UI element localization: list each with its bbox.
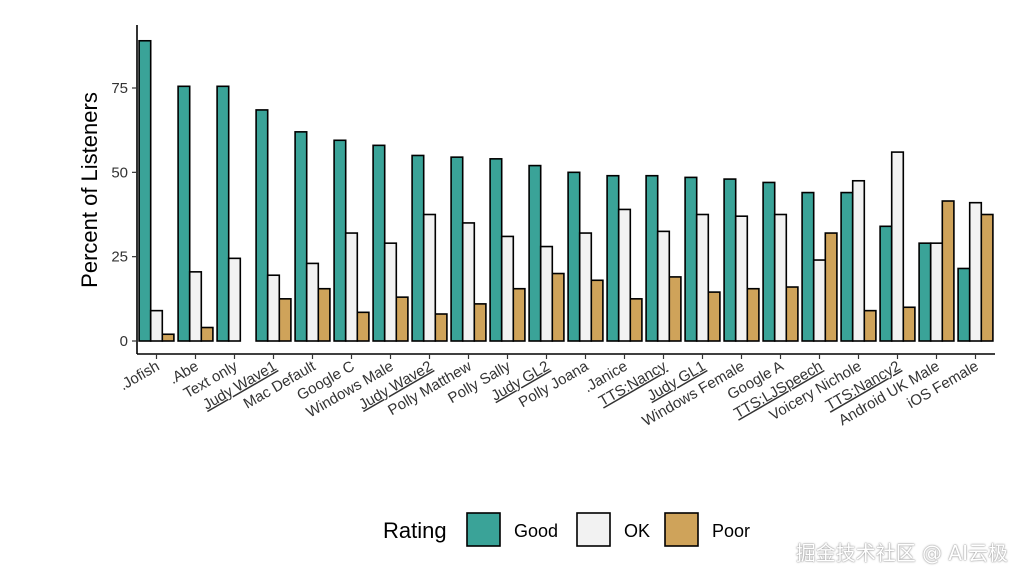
bar-poor-21 xyxy=(980,213,994,342)
bar-good-5 xyxy=(333,139,347,342)
bar-good-16 xyxy=(762,181,776,342)
bar-ok-7 xyxy=(422,213,437,342)
bar-ok-0 xyxy=(149,309,164,342)
legend: Rating Good OK Poor xyxy=(383,512,750,547)
bars xyxy=(138,39,994,342)
bar-good-15 xyxy=(723,178,737,342)
bar-poor-16 xyxy=(785,286,799,342)
bar-poor-9 xyxy=(512,287,526,342)
bar-good-13 xyxy=(645,174,659,342)
bar-good-10 xyxy=(528,164,542,342)
bar-ok-3 xyxy=(266,274,281,342)
bar-poor-14 xyxy=(707,291,721,342)
bar-ok-5 xyxy=(344,232,359,342)
bar-good-14 xyxy=(684,176,698,342)
bar-good-19 xyxy=(879,225,893,342)
legend-title: Rating xyxy=(383,518,447,543)
bar-good-17 xyxy=(801,191,815,342)
bar-good-18 xyxy=(840,191,854,342)
bar-poor-15 xyxy=(746,287,760,342)
bar-ok-17 xyxy=(812,259,827,342)
bar-good-9 xyxy=(489,158,503,342)
legend-label-poor: Poor xyxy=(712,521,750,541)
bar-good-8 xyxy=(450,156,464,342)
bar-ok-4 xyxy=(305,262,320,342)
watermark: 掘金技术社区 @ AI云极 xyxy=(795,541,1008,565)
bar-good-3 xyxy=(255,109,269,342)
bar-ok-11 xyxy=(578,232,593,342)
bar-good-6 xyxy=(372,144,386,342)
y-axis-label: Percent of Listeners xyxy=(77,92,102,288)
bar-ok-21 xyxy=(968,201,983,342)
bar-good-2 xyxy=(216,85,230,342)
bar-ok-16 xyxy=(773,213,788,342)
y-tick-label: 50 xyxy=(111,164,128,181)
bar-good-0 xyxy=(138,39,152,342)
bar-good-11 xyxy=(567,171,581,342)
bar-ok-20 xyxy=(929,242,944,342)
bar-poor-7 xyxy=(434,313,448,342)
bar-poor-3 xyxy=(278,298,292,342)
bar-ok-10 xyxy=(539,245,554,342)
bar-poor-20 xyxy=(941,200,955,342)
x-tick-label: .Jofish xyxy=(116,358,162,394)
bar-poor-5 xyxy=(356,311,370,342)
legend-key-ok xyxy=(576,512,611,547)
bar-ok-8 xyxy=(461,222,476,342)
bar-poor-1 xyxy=(200,326,214,342)
legend-key-good xyxy=(466,512,501,547)
bar-ok-1 xyxy=(188,271,203,342)
bar-poor-10 xyxy=(551,272,565,342)
axes xyxy=(136,25,995,355)
y-tick-label: 75 xyxy=(111,80,128,97)
bar-ok-2 xyxy=(227,257,242,342)
bar-good-20 xyxy=(918,242,932,342)
legend-label-good: Good xyxy=(514,521,558,541)
bar-ok-9 xyxy=(500,235,515,342)
legend-key-poor xyxy=(664,512,699,547)
bar-ok-12 xyxy=(617,208,632,342)
bar-ok-6 xyxy=(383,242,398,342)
y-tick-label: 25 xyxy=(111,249,128,266)
bar-poor-12 xyxy=(629,298,643,342)
legend-label-ok: OK xyxy=(624,521,650,541)
bar-poor-18 xyxy=(863,309,877,342)
bar-good-21 xyxy=(957,267,971,342)
bar-ok-18 xyxy=(851,179,866,342)
y-ticks: 0 25 50 75 xyxy=(111,80,137,350)
bar-poor-8 xyxy=(473,303,487,342)
bar-ok-19 xyxy=(890,151,905,342)
bar-ok-14 xyxy=(695,213,710,342)
bar-ok-15 xyxy=(734,215,749,342)
bar-ok-13 xyxy=(656,230,671,342)
bar-good-7 xyxy=(411,154,425,342)
y-tick-label: 0 xyxy=(120,333,128,350)
bar-poor-13 xyxy=(668,276,682,342)
bar-poor-11 xyxy=(590,279,604,342)
bar-poor-6 xyxy=(395,296,409,342)
bar-good-4 xyxy=(294,131,308,342)
bar-poor-4 xyxy=(317,287,331,342)
bar-poor-17 xyxy=(824,232,838,342)
bar-good-12 xyxy=(606,174,620,342)
bar-poor-0 xyxy=(161,333,175,342)
bar-poor-19 xyxy=(902,306,916,342)
bar-good-1 xyxy=(177,85,191,342)
